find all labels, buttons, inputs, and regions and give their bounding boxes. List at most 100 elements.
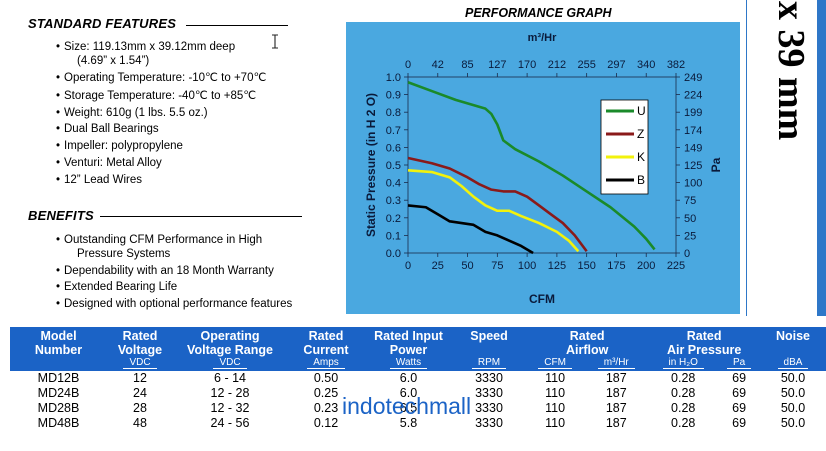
series-Z-line [407,156,588,253]
x-tick-label: 150 [577,260,595,272]
x-tick-label: 175 [607,260,625,272]
unit-label: m³/Hr [597,357,635,369]
bullet-icon: • [56,72,61,84]
x-tick-label: 50 [461,260,473,272]
y2-axis-label: Pa [709,157,723,172]
table-unit-cell: m³/Hr [584,357,649,371]
table-cell: 3330 [475,416,503,430]
header-line-bottom: Current [303,343,349,357]
table-cell: 69 [732,371,747,385]
feature-item: • Storage Temperature: -40℃ to +85℃ [56,90,256,103]
table-unit-cell: Pa [718,357,760,371]
performance-graph-panel: 0 25 50 75 100 125 150 175 200 225 0 42 85 127 170 212 2… [346,22,740,314]
x2-tick-label: 42 [432,59,444,71]
table-cell: 5.8 [399,416,418,430]
y2-tick-label: 224 [684,90,702,102]
feature-text: 12” Lead Wires [64,174,142,186]
table-cell: 24 [133,386,147,400]
text-cursor-icon [271,34,279,49]
feature-item: • Weight: 610g (1 lbs. 5.5 oz.) [56,107,208,120]
bullet-icon: • [56,107,61,119]
side-label-panel [747,0,817,316]
table-cell: 0.50 [313,371,339,385]
table-cell: 3330 [475,371,503,385]
series-B-line [407,204,534,255]
bullet-icon: • [56,157,61,169]
x-tick-label: 200 [637,260,655,272]
table-cell: 110 [545,401,566,415]
x-tick-label: 100 [518,260,536,272]
table-cell: 48 [133,416,147,430]
header-line-bottom [762,343,824,357]
feature-text: Operating Temperature: -10℃ to +70℃ [64,72,267,84]
table-unit-cell: Watts [365,357,452,371]
x-tick-label: 0 [405,260,411,272]
x2-axis-label: m³/Hr [528,32,557,44]
table-header-cell: Rated Current [287,327,365,357]
table-cell: 6.5 [399,401,418,415]
table-cell: 110 [545,416,566,430]
header-line-top: Rated Input [374,329,443,343]
table-unit-cell: CFM [526,357,585,371]
table-cell: 0.28 [671,416,696,430]
table-cell: 6 - 14 [214,371,246,385]
table-unit-cell: RPM [452,357,526,371]
benefit-item: Pressure Systems [77,248,170,261]
table-cell: 12 - 32 [210,401,250,415]
y-tick-label: 0.7 [386,125,401,137]
table-cell: 3330 [475,386,503,400]
table-row: MD12B 12 6 - 14 0.50 6.0 3330 110 187 0.28 69 50.0 [10,371,826,386]
header-line-top: Rated [686,329,722,343]
table-cell: 50.0 [780,386,806,400]
benefit-item: • Outstanding CFM Performance in High [56,234,262,247]
bullet-icon: • [56,174,61,186]
table-header-cell: Model Number [10,327,107,357]
standard-features-rule [186,25,288,26]
feature-item: • Dual Ball Bearings [56,123,159,136]
table-unit-cell: dBA [760,357,826,371]
feature-text: Size: 119.13mm x 39.12mm deep [64,41,236,53]
table-header-cell: Rated Air Pressure [648,327,760,357]
side-dimension-label: x 39 mm [770,1,812,141]
table-cell: 50.0 [780,371,806,385]
y-tick-label: 0.3 [386,195,401,207]
y2-tick-label: 199 [684,107,702,119]
y2-tick-label: 125 [684,160,702,172]
table-cell: 50.0 [780,401,806,415]
bullet-icon: • [56,265,61,277]
header-line-top: Noise [775,329,811,343]
table-row: MD24B 24 12 - 28 0.25 6.0 3330 110 187 0.28 69 50.… [10,386,826,401]
y2-tick-label: 0 [684,248,690,260]
table-cell: 0.25 [313,386,339,400]
bullet-icon: • [56,90,61,102]
x-tick-label: 75 [491,260,503,272]
benefit-item: • Extended Bearing Life [56,281,177,294]
feature-item: (4.69” x 1.54”) [77,55,149,68]
table-cell: 12 [133,371,147,385]
header-line-bottom: Voltage [117,343,163,357]
table-unit-cell: Amps [287,357,365,371]
table-unit-cell: in H₂O [648,357,719,371]
feature-text: Impeller: polypropylene [64,140,183,152]
bullet-icon: • [56,281,61,293]
x2-tick-label: 85 [461,59,473,71]
feature-text: Storage Temperature: -40℃ to +85℃ [64,90,257,102]
table-header-row: Model Number Rated Voltage Operating Voltage … [10,327,826,357]
table-cell: 3330 [475,401,503,415]
y-tick-label: 0.1 [386,230,401,242]
unit-label: Amps [307,357,345,369]
table-cell: MD48B [37,416,80,430]
bullet-icon: • [56,140,61,152]
table-cell: 187 [605,371,627,385]
legend-label-K: K [637,150,645,164]
y2-tick-label: 50 [684,213,696,225]
x2-tick-label: 297 [607,59,625,71]
benefit-text: Dependability with an 18 Month Warranty [64,265,274,277]
table-cell: MD12B [37,371,80,385]
x2-tick-label: 340 [637,59,655,71]
table-header-cell: Rated Voltage [107,327,173,357]
standard-features-title: STANDARD FEATURES [28,16,177,31]
table-cell: 0.23 [313,401,339,415]
bullet-icon: • [56,41,61,53]
x-tick-label: 25 [432,260,444,272]
